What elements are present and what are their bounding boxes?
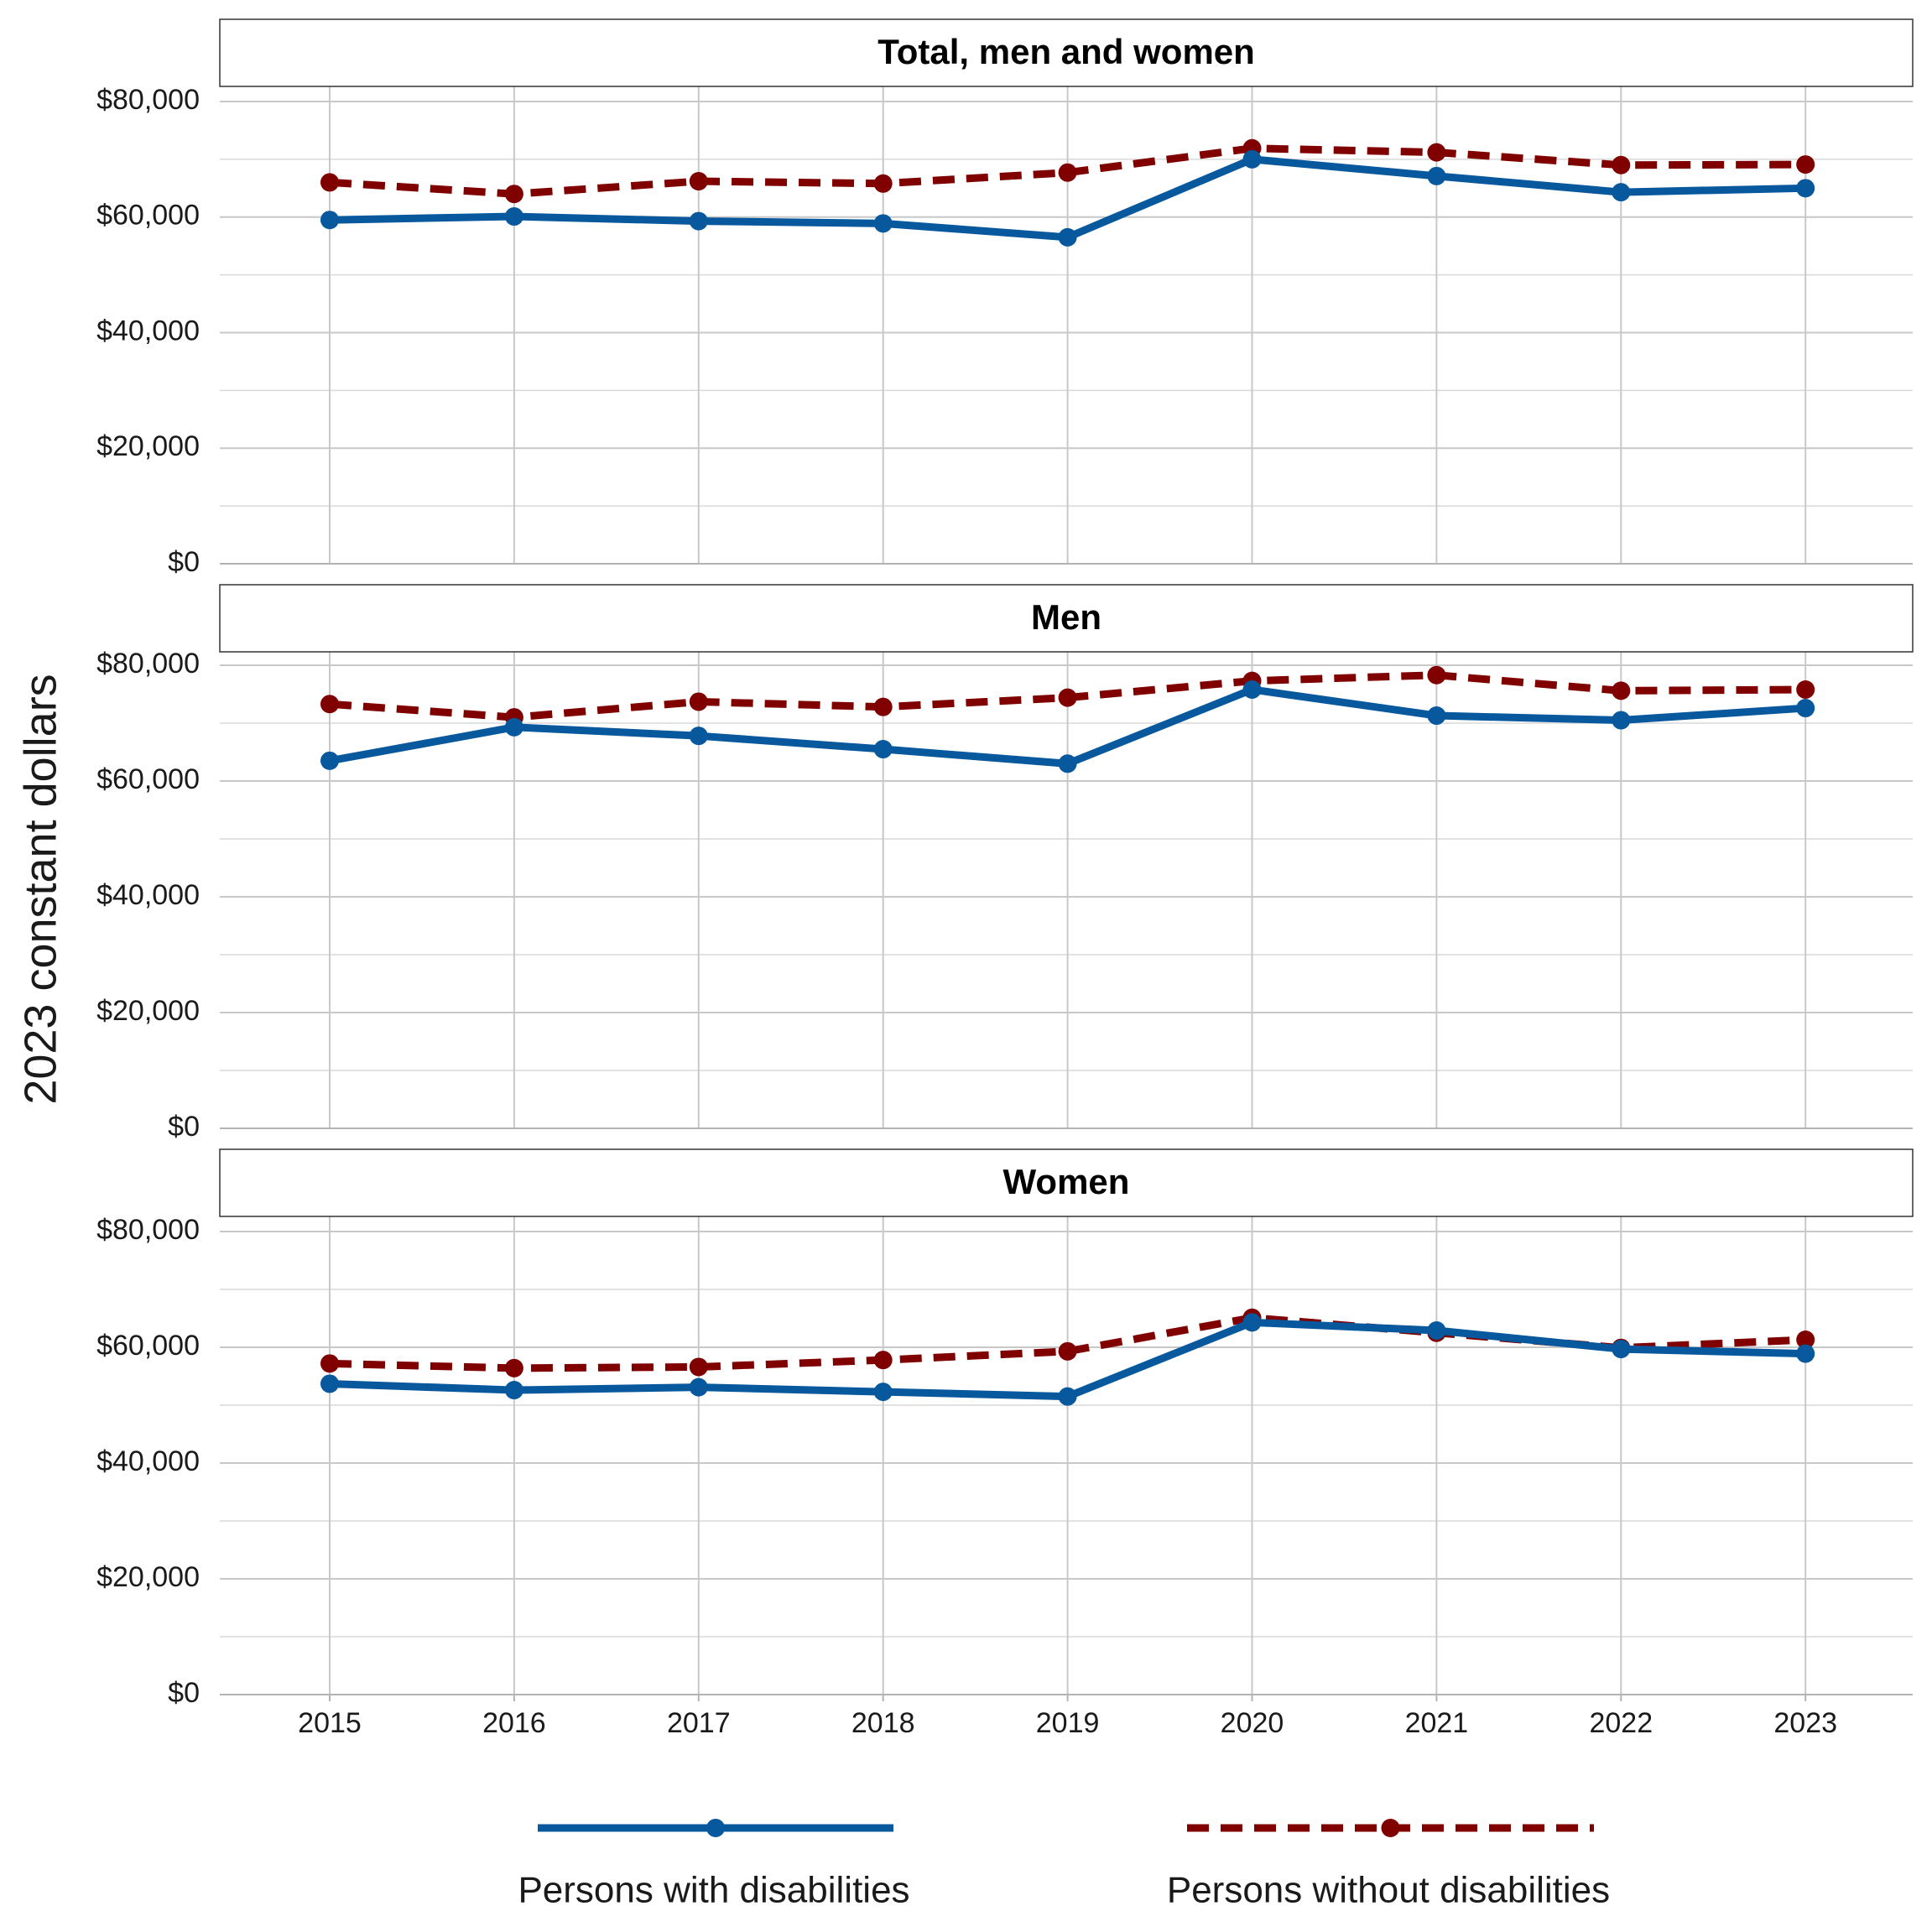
x-tick-label: 2020 xyxy=(1221,1707,1284,1739)
data-point-with xyxy=(504,207,523,227)
data-point-with xyxy=(1242,680,1262,699)
data-point-without xyxy=(320,173,339,192)
data-point-without xyxy=(1427,665,1446,685)
y-tick-label: $0 xyxy=(168,1111,200,1143)
panel-title: Total, men and women xyxy=(877,32,1255,71)
panel-title: Women xyxy=(1003,1162,1130,1201)
x-tick-label: 2018 xyxy=(851,1707,915,1739)
data-point-with xyxy=(320,751,339,770)
y-tick-label: $40,000 xyxy=(96,1445,200,1477)
panel-strip xyxy=(219,1148,1914,1217)
legend-key-point-with xyxy=(706,1819,725,1837)
data-point-without xyxy=(689,692,708,711)
x-tick-label: 2023 xyxy=(1773,1707,1837,1739)
panel-strip xyxy=(219,584,1914,653)
legend: Persons with disabilities Persons without… xyxy=(518,1819,1610,1911)
panel-2: $0 $20,000 $40,000 $60,000 $80,000 Men xyxy=(96,584,1914,1143)
y-tick-label: $80,000 xyxy=(96,84,200,116)
panel-title: Men xyxy=(1031,597,1101,637)
x-tick-label: 2019 xyxy=(1036,1707,1100,1739)
data-point-without xyxy=(689,172,708,191)
y-tick-label: $80,000 xyxy=(96,648,200,680)
y-tick-label: $0 xyxy=(168,1677,200,1709)
data-point-with xyxy=(504,717,523,737)
y-tick-label: $20,000 xyxy=(96,430,200,462)
y-axis-label: 2023 constant dollars xyxy=(15,674,65,1104)
y-tick-label: $60,000 xyxy=(96,763,200,795)
data-point-without xyxy=(1058,688,1077,707)
data-point-with xyxy=(320,1374,339,1393)
legend-key-point-without xyxy=(1381,1819,1400,1837)
y-tick-label: $60,000 xyxy=(96,200,200,232)
panels: $0 $20,000 $40,000 $60,000 $80,000 Total, men… xyxy=(96,18,1914,1709)
data-point-with xyxy=(504,1381,523,1400)
data-point-without xyxy=(689,1357,708,1377)
data-point-without xyxy=(320,695,339,714)
data-point-with xyxy=(1796,699,1815,718)
data-point-with xyxy=(1612,711,1631,730)
data-point-without xyxy=(1612,681,1631,700)
y-tick-label: $80,000 xyxy=(96,1214,200,1246)
x-axis: 2015 2016 2017 2018 2019 2020 2021 2022 2023 xyxy=(298,1695,1837,1739)
data-point-with xyxy=(1058,227,1077,247)
legend-label-without: Persons without disabilities xyxy=(1167,1870,1610,1911)
x-tick-label: 2017 xyxy=(667,1707,731,1739)
data-point-with xyxy=(689,726,708,746)
x-tick-label: 2022 xyxy=(1589,1707,1653,1739)
data-point-with xyxy=(873,214,893,233)
panel-3: $0 $20,000 $40,000 $60,000 $80,000 Women xyxy=(96,1148,1914,1709)
x-tick-label: 2015 xyxy=(298,1707,362,1739)
legend-label-with: Persons with disabilities xyxy=(518,1870,909,1911)
panel-1: $0 $20,000 $40,000 $60,000 $80,000 Total, men… xyxy=(96,18,1914,578)
data-point-without xyxy=(504,185,523,204)
data-point-without xyxy=(320,1354,339,1373)
data-point-without xyxy=(873,174,893,193)
data-point-with xyxy=(1796,1344,1815,1363)
data-point-with xyxy=(873,1383,893,1402)
data-point-with xyxy=(873,740,893,759)
y-tick-label: $20,000 xyxy=(96,995,200,1027)
data-point-without xyxy=(1058,163,1077,182)
data-point-with xyxy=(1242,149,1262,169)
y-tick-label: $40,000 xyxy=(96,879,200,911)
data-point-with xyxy=(1427,706,1446,726)
y-tick-label: $20,000 xyxy=(96,1561,200,1593)
data-point-with xyxy=(1612,183,1631,202)
y-tick-label: $40,000 xyxy=(96,315,200,346)
data-point-with xyxy=(1058,754,1077,773)
data-point-with xyxy=(1242,1313,1262,1332)
x-tick-label: 2016 xyxy=(482,1707,546,1739)
data-point-without xyxy=(873,1351,893,1370)
data-point-without xyxy=(1796,155,1815,174)
data-point-with xyxy=(320,211,339,230)
data-point-without xyxy=(1796,1331,1815,1350)
data-point-with xyxy=(1427,166,1446,185)
data-point-without xyxy=(504,1358,523,1377)
data-point-without xyxy=(873,697,893,716)
data-point-without xyxy=(1796,680,1815,699)
data-point-with xyxy=(689,1377,708,1397)
data-point-without xyxy=(1612,155,1631,174)
data-point-with xyxy=(1058,1387,1077,1406)
data-point-with xyxy=(1427,1320,1446,1340)
y-tick-label: $0 xyxy=(168,546,200,578)
panel-strip xyxy=(219,18,1914,87)
data-point-without xyxy=(1058,1341,1077,1361)
x-tick-label: 2021 xyxy=(1405,1707,1469,1739)
y-tick-label: $60,000 xyxy=(96,1330,200,1362)
data-point-without xyxy=(1427,143,1446,162)
data-point-with xyxy=(1796,179,1815,198)
data-point-with xyxy=(689,211,708,231)
data-point-with xyxy=(1612,1340,1631,1359)
